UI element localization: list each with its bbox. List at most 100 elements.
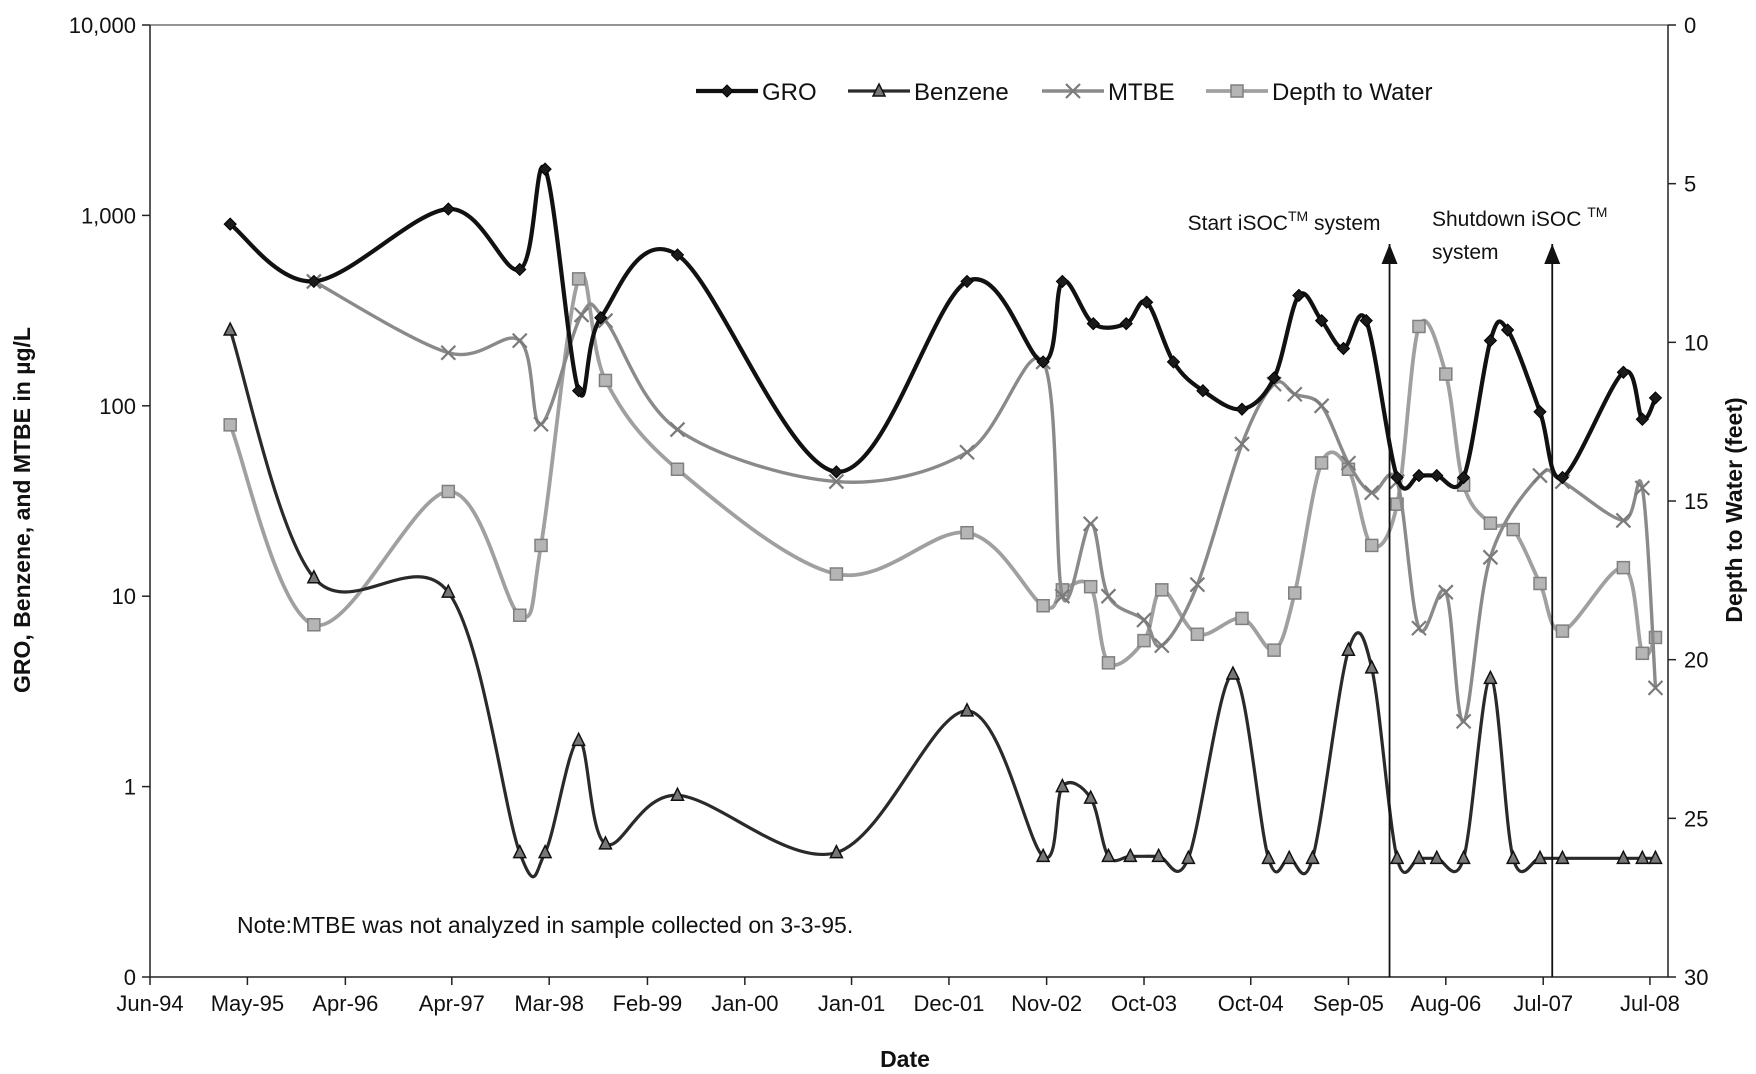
x-tick-label: Jan-01 [818, 991, 885, 1016]
data-point [1439, 367, 1453, 381]
x-tick-label: Oct-04 [1218, 991, 1284, 1016]
data-point [1411, 849, 1427, 865]
data-point [1483, 516, 1498, 530]
data-point [1036, 598, 1050, 613]
data-point [1616, 849, 1631, 865]
data-point [598, 835, 613, 850]
data-point [441, 202, 456, 216]
x-tick-label: Dec-01 [913, 991, 984, 1016]
data-point [1225, 665, 1241, 680]
y-tick-label: 0 [124, 965, 136, 990]
data-point [1083, 579, 1098, 594]
data-point [1359, 313, 1373, 328]
x-tick-label: May-95 [211, 991, 284, 1016]
event-arrowhead [1544, 244, 1561, 264]
x-tick-label: Jan-00 [711, 991, 778, 1016]
data-point [829, 465, 844, 479]
data-point [512, 608, 527, 622]
data-point [1412, 319, 1426, 334]
tick-layer: 0 1 10 100 1,000 10,000 0 5 10 15 20 25 30 Jun-94 May-… [69, 13, 1709, 1016]
data-point [1555, 849, 1570, 865]
series-layer [222, 162, 1664, 879]
data-point [537, 843, 553, 859]
data-point [1234, 436, 1250, 452]
data-point [513, 262, 527, 277]
data-point [1483, 669, 1498, 685]
data-point [571, 731, 586, 747]
data-point [1532, 849, 1548, 865]
data-point [1533, 405, 1547, 419]
data-point [223, 217, 237, 231]
data-point [1314, 313, 1329, 328]
data-point [1533, 576, 1547, 591]
data-point [1035, 847, 1051, 863]
data-point [307, 618, 321, 632]
data-point [512, 843, 527, 859]
data-point [1196, 384, 1210, 398]
x-tick-label: Apr-97 [419, 991, 485, 1016]
data-point [223, 418, 237, 432]
data-point [1616, 560, 1631, 575]
legend-item-depth-to-water: Depth to Water [1206, 79, 1433, 106]
data-point [1506, 522, 1520, 537]
y2-tick-label: 10 [1684, 330, 1708, 355]
data-point [538, 162, 552, 176]
legend-label: Benzene [914, 79, 1009, 106]
data-point [1154, 637, 1170, 654]
data-point [960, 274, 974, 289]
data-point [441, 484, 456, 499]
data-point [1456, 849, 1471, 865]
data-point [1235, 402, 1249, 416]
data-point [1555, 470, 1570, 485]
y-tick-label: 1 [124, 775, 136, 800]
x-tick-label: Oct-03 [1111, 991, 1177, 1016]
legend-label: Depth to Water [1272, 79, 1433, 106]
data-point [1412, 468, 1426, 483]
note-text: Note:MTBE was not analyzed in sample col… [237, 912, 853, 938]
event-marker: Shutdown iSOC TM system [1432, 204, 1607, 977]
data-point [1267, 371, 1281, 385]
y-tick-label: 10 [112, 584, 136, 609]
data-point [828, 473, 845, 490]
data-point [534, 538, 548, 553]
data-point [1411, 620, 1427, 636]
series-benzene [222, 321, 1663, 879]
data-point [1155, 583, 1169, 597]
series-line [228, 329, 1656, 879]
data-point [1286, 386, 1303, 403]
data-point [1181, 849, 1196, 865]
annotation-layer: Start iSOCTM system Shutdown iSOC TM syste… [1188, 204, 1607, 977]
data-point [1363, 484, 1380, 501]
x-axis-title: Date [880, 1046, 930, 1072]
data-point [1119, 316, 1133, 331]
data-point [1123, 847, 1138, 863]
data-point [1166, 355, 1181, 369]
data-point [533, 416, 549, 433]
series-depth-to-water [223, 272, 1663, 670]
legend-label: GRO [762, 79, 817, 106]
data-point [1456, 470, 1471, 485]
data-point [959, 702, 975, 717]
y-axis-title: GRO, Benzene, and MTBE in µg/L [9, 327, 35, 693]
data-point [1364, 538, 1379, 553]
data-point [1634, 480, 1651, 496]
data-point [1261, 849, 1276, 865]
y-tick-label: 1,000 [81, 203, 136, 228]
data-point [829, 843, 844, 859]
data-point [1483, 333, 1498, 348]
data-point [1139, 295, 1154, 309]
series-mtbe [306, 273, 1664, 730]
data-point [1635, 646, 1650, 661]
data-point [1036, 355, 1050, 369]
data-point [1648, 391, 1663, 405]
data-point [511, 332, 528, 349]
data-point [1086, 316, 1100, 331]
legend-item-benzene: Benzene [848, 79, 1009, 106]
data-point [307, 274, 321, 289]
data-point [1340, 455, 1357, 471]
data-point [306, 569, 322, 584]
data-point [1635, 412, 1650, 426]
series-gro [223, 162, 1663, 491]
x-tick-label: Apr-96 [312, 991, 378, 1016]
data-point [1482, 549, 1499, 566]
